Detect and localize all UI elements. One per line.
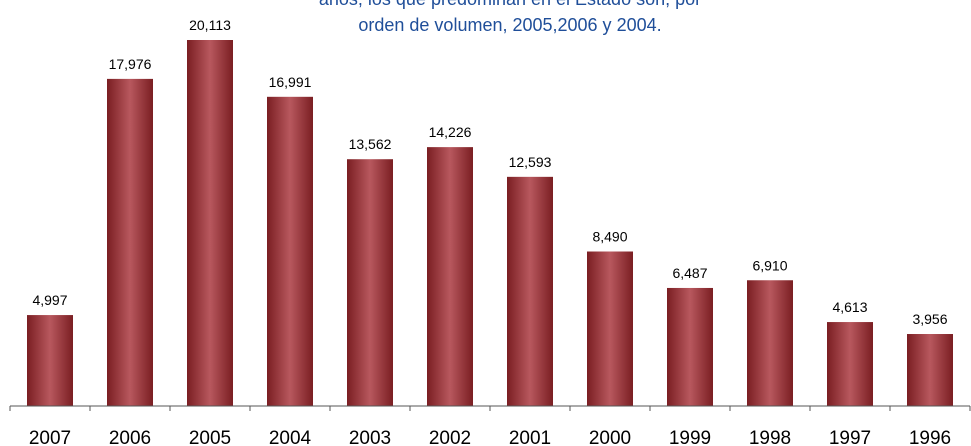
data-label-2005: 20,113 <box>189 17 231 33</box>
data-label-1997: 4,613 <box>832 299 867 315</box>
x-tick-label-2002: 2002 <box>429 428 471 446</box>
x-tick-label-2003: 2003 <box>349 428 391 446</box>
data-label-2002: 14,226 <box>429 124 472 140</box>
data-label-2004: 16,991 <box>269 74 312 90</box>
bar-2004 <box>267 96 313 406</box>
x-tick-label-2007: 2007 <box>29 428 71 446</box>
annotation-line-2: orden de volumen, 2005,2006 y 2004. <box>358 15 662 35</box>
x-tick-label-1996: 1996 <box>909 428 951 446</box>
bar-1998 <box>747 280 793 406</box>
data-label-2001: 12,593 <box>509 154 552 170</box>
data-label-1998: 6,910 <box>752 257 787 273</box>
x-tick-label-1998: 1998 <box>749 428 791 446</box>
chart-annotation: años, los que predominan en el Estado so… <box>230 0 790 38</box>
data-label-1996: 3,956 <box>912 311 947 327</box>
data-label-2000: 8,490 <box>592 229 627 245</box>
bar-2000 <box>587 251 633 406</box>
data-label-2006: 17,976 <box>109 56 152 72</box>
bar-2001 <box>507 176 553 406</box>
bar-2006 <box>107 78 153 406</box>
x-tick-label-2000: 2000 <box>589 428 631 446</box>
bar-2005 <box>187 40 233 406</box>
x-tick-label-1999: 1999 <box>669 428 711 446</box>
data-label-2007: 4,997 <box>32 292 67 308</box>
bar-2007 <box>27 315 73 406</box>
bar-1996 <box>907 334 953 406</box>
data-label-2003: 13,562 <box>349 136 392 152</box>
bar-1997 <box>827 322 873 406</box>
x-tick-label-2001: 2001 <box>509 428 551 446</box>
bar-2003 <box>347 159 393 406</box>
bar-1999 <box>667 287 713 406</box>
x-tick-label-2005: 2005 <box>189 428 231 446</box>
annotation-line-1: años, los que predominan en el Estado so… <box>230 0 790 12</box>
data-label-1999: 6,487 <box>672 265 707 281</box>
bar-2002 <box>427 147 473 406</box>
x-tick-label-1997: 1997 <box>829 428 871 446</box>
x-tick-label-2004: 2004 <box>269 428 312 446</box>
x-tick-label-2006: 2006 <box>109 428 151 446</box>
